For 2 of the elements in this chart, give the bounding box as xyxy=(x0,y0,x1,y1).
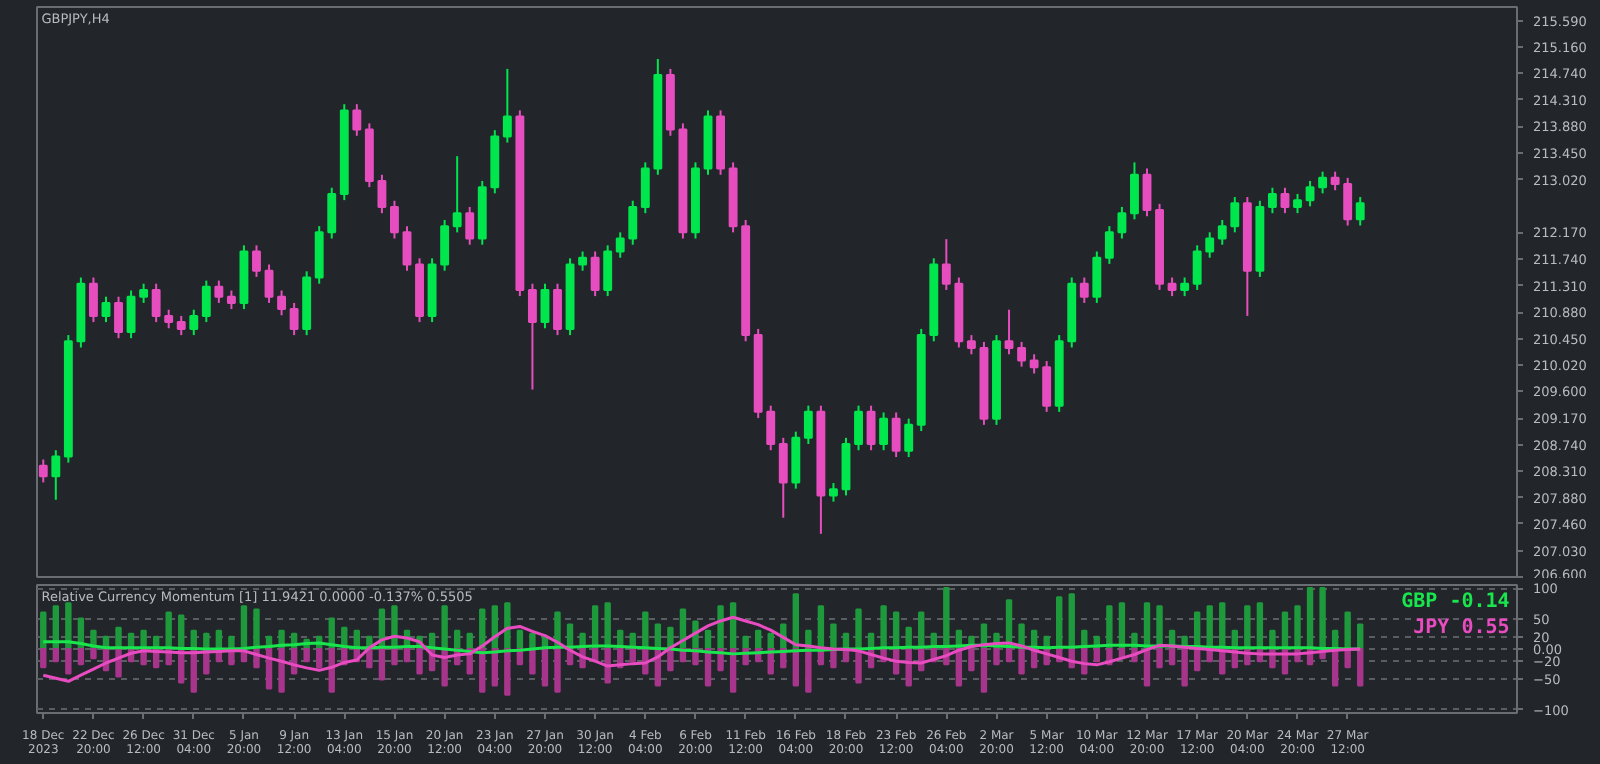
text: GBP -0.14 xyxy=(1401,591,1510,614)
text: JPY 0.55 xyxy=(1413,617,1510,639)
